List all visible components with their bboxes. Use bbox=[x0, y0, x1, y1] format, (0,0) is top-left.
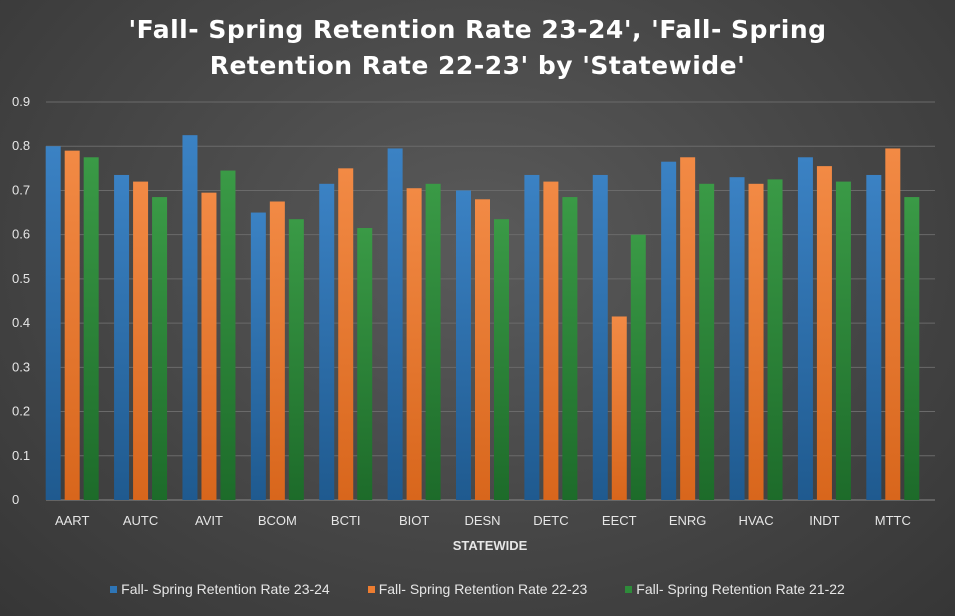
x-tick-label: HVAC bbox=[738, 513, 773, 528]
bar-biot-series-3 bbox=[425, 183, 441, 501]
bar-bcti-series-3 bbox=[357, 228, 373, 501]
bar-bcti-series-1 bbox=[319, 183, 335, 501]
legend-item: Fall- Spring Retention Rate 22-23 bbox=[367, 581, 588, 597]
bar-detc-series-1 bbox=[524, 174, 540, 500]
bar-hvac-series-3 bbox=[767, 179, 783, 500]
legend-item: Fall- Spring Retention Rate 21-22 bbox=[625, 581, 845, 597]
x-tick-label: DETC bbox=[533, 513, 568, 528]
y-tick-label: 0.6 bbox=[12, 227, 30, 242]
bar-enrg-series-2 bbox=[680, 157, 696, 500]
bar-desn-series-3 bbox=[494, 219, 509, 500]
legend-swatch bbox=[367, 585, 375, 593]
bar-bcom-series-2 bbox=[269, 201, 285, 500]
bar-aart-series-3 bbox=[83, 157, 99, 500]
bar-autc-series-3 bbox=[152, 197, 168, 501]
bar-bcom-series-3 bbox=[288, 219, 304, 500]
bar-mttc-series-1 bbox=[866, 174, 882, 500]
x-tick-label: BCOM bbox=[258, 513, 297, 528]
bar-indt-series-3 bbox=[835, 181, 851, 500]
bar-desn-series-1 bbox=[456, 190, 471, 500]
bar-avit-series-3 bbox=[220, 170, 236, 501]
bar-detc-series-3 bbox=[562, 197, 578, 501]
x-tick-label: EECT bbox=[602, 513, 637, 528]
bar-eect-series-2 bbox=[611, 316, 627, 500]
x-tick-label: AART bbox=[55, 513, 89, 528]
bar-mttc-series-2 bbox=[885, 148, 901, 500]
y-tick-label: 0.7 bbox=[12, 182, 30, 197]
y-tick-label: 0.2 bbox=[12, 404, 30, 419]
legend-label: Fall- Spring Retention Rate 21-22 bbox=[636, 581, 845, 597]
x-tick-label: AUTC bbox=[123, 513, 158, 528]
x-tick-label: MTTC bbox=[875, 513, 911, 528]
legend-label: Fall- Spring Retention Rate 23-24 bbox=[121, 581, 330, 597]
chart-title-line-2: Retention Rate 22-23' by 'Statewide' bbox=[209, 51, 746, 80]
y-tick-label: 0.5 bbox=[12, 271, 30, 286]
bar-eect-series-1 bbox=[592, 174, 608, 500]
bar-eect-series-3 bbox=[630, 234, 646, 500]
bars bbox=[45, 135, 920, 501]
bar-bcti-series-2 bbox=[338, 168, 354, 501]
x-tick-label: AVIT bbox=[195, 513, 223, 528]
bar-indt-series-1 bbox=[797, 157, 813, 500]
x-tick-label: ENRG bbox=[669, 513, 707, 528]
bar-enrg-series-3 bbox=[699, 183, 715, 501]
chart-title: 'Fall- Spring Retention Rate 23-24', 'Fa… bbox=[0, 12, 955, 84]
x-axis-title: STATEWIDE bbox=[453, 538, 528, 553]
bar-hvac-series-1 bbox=[729, 177, 745, 500]
y-tick-label: 0 bbox=[12, 492, 19, 507]
bar-autc-series-1 bbox=[114, 174, 130, 500]
y-tick-label: 0.8 bbox=[12, 138, 30, 153]
legend: Fall- Spring Retention Rate 23-24 Fall- S… bbox=[0, 581, 955, 597]
x-tick-label: DESN bbox=[464, 513, 500, 528]
bar-detc-series-2 bbox=[543, 181, 559, 500]
bar-enrg-series-1 bbox=[661, 161, 677, 500]
bar-aart-series-1 bbox=[45, 146, 61, 500]
bar-aart-series-2 bbox=[64, 150, 80, 500]
x-axis: AART AUTC AVIT BCOM BCTI BIOT DESN DETC EECT ENRG… bbox=[55, 513, 911, 528]
y-tick-label: 0.1 bbox=[12, 448, 30, 463]
y-tick-label: 0.3 bbox=[12, 359, 30, 374]
bar-indt-series-2 bbox=[816, 166, 832, 500]
bar-bcom-series-1 bbox=[250, 212, 266, 501]
bar-avit-series-2 bbox=[201, 192, 217, 500]
bar-avit-series-1 bbox=[182, 135, 198, 500]
y-tick-label: 0.4 bbox=[12, 315, 30, 330]
bar-mttc-series-3 bbox=[904, 197, 920, 501]
bar-biot-series-1 bbox=[387, 148, 403, 500]
legend-label: Fall- Spring Retention Rate 22-23 bbox=[378, 581, 588, 597]
x-tick-label: BIOT bbox=[399, 513, 429, 528]
y-axis: 0 0.1 0.2 0.3 0.4 0.5 0.6 0.7 0.8 0.9 bbox=[12, 94, 30, 507]
x-tick-label: BCTI bbox=[331, 513, 361, 528]
legend-item: Fall- Spring Retention Rate 23-24 bbox=[110, 581, 330, 597]
bar-desn-series-2 bbox=[475, 199, 490, 501]
bar-hvac-series-2 bbox=[748, 183, 764, 501]
y-tick-label: 0.9 bbox=[12, 94, 30, 109]
bar-biot-series-2 bbox=[406, 188, 422, 500]
legend-swatch bbox=[625, 585, 633, 593]
x-tick-label: INDT bbox=[809, 513, 839, 528]
legend-swatch bbox=[110, 585, 118, 593]
bar-autc-series-2 bbox=[133, 181, 149, 500]
chart-title-line-1: 'Fall- Spring Retention Rate 23-24', 'Fa… bbox=[128, 15, 827, 44]
